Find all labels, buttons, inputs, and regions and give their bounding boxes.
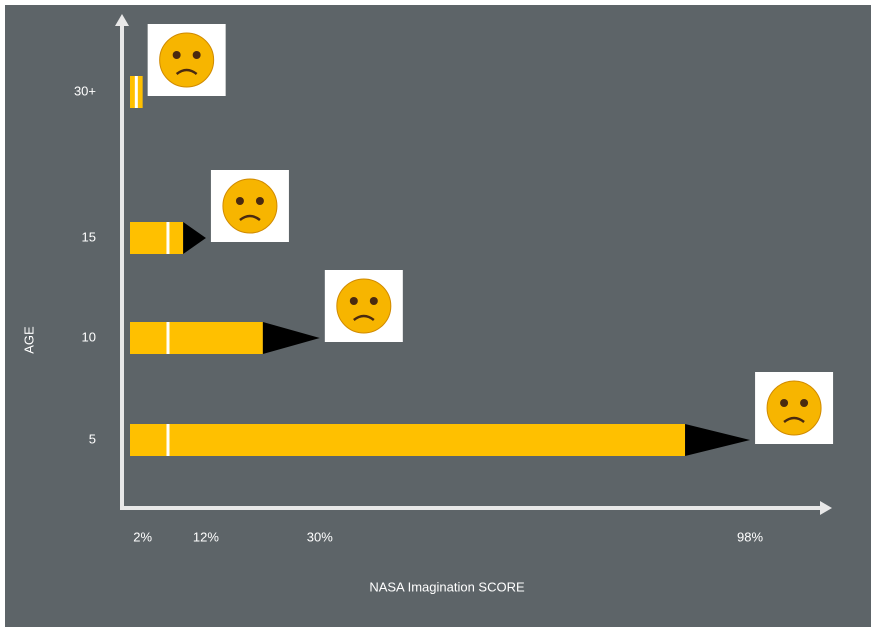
emoji-mouth	[239, 214, 261, 222]
emoji-mouth	[175, 68, 198, 76]
emoji-mouth	[783, 416, 805, 424]
emoji-face	[336, 278, 392, 334]
emoji-eye	[780, 399, 789, 407]
emoji-face	[766, 380, 822, 436]
emoji-eye	[192, 51, 201, 59]
value-label: 2%	[133, 529, 152, 544]
bar	[130, 322, 320, 354]
x-axis-title: NASA Imagination SCORE	[369, 579, 525, 594]
y-tick-label: 5	[89, 431, 96, 446]
background	[5, 5, 871, 627]
emoji-eye	[235, 197, 244, 205]
emoji-eye	[800, 399, 809, 407]
x-axis-arrow	[820, 501, 832, 515]
emoji-eye	[349, 297, 358, 305]
emoji-eye	[369, 297, 378, 305]
emoji-eye	[172, 51, 181, 59]
bar-part	[685, 424, 751, 456]
bar-part	[130, 424, 686, 456]
y-tick-label: 10	[82, 329, 96, 344]
emoji-eye	[255, 197, 264, 205]
y-tick-label: 30+	[74, 83, 96, 98]
y-tick-label: 15	[82, 229, 96, 244]
bar	[130, 76, 143, 108]
bar-part	[130, 322, 263, 354]
bar	[130, 222, 206, 254]
emoji-face	[222, 178, 278, 234]
value-label: 30%	[307, 529, 333, 544]
bar-part	[130, 222, 184, 254]
y-axis-title: AGE	[21, 326, 36, 354]
value-label: 12%	[193, 529, 219, 544]
bar-part	[183, 222, 206, 254]
emoji-face	[159, 32, 215, 88]
emoji-mouth	[353, 314, 375, 322]
value-label: 98%	[737, 529, 763, 544]
bar	[130, 424, 751, 456]
bar-part	[262, 322, 320, 354]
y-axis-arrow	[115, 14, 129, 26]
